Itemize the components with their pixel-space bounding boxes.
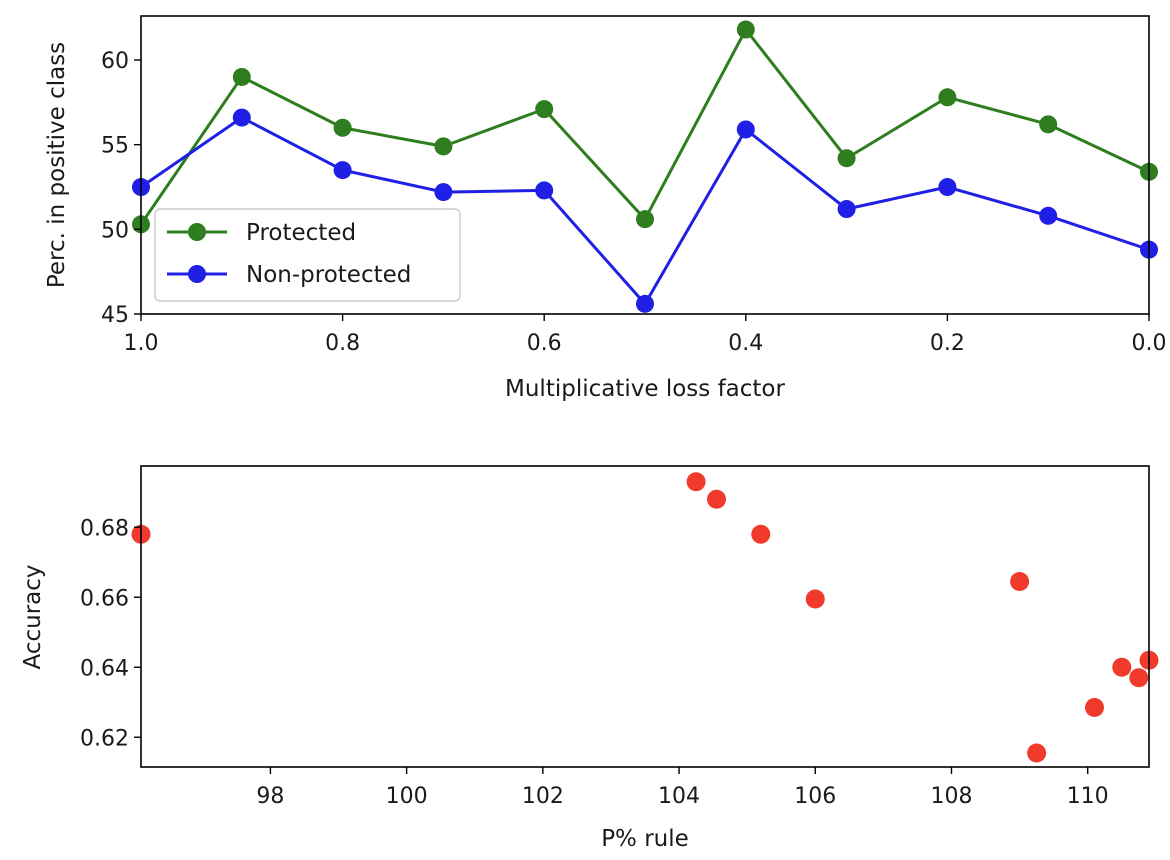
scatter-chart-y-tick-label: 0.68 — [80, 516, 129, 541]
legend-label-non-protected: Non-protected — [246, 262, 411, 288]
line-chart-y-tick-label: 60 — [101, 49, 129, 74]
scatter-point — [707, 489, 727, 509]
point-protected — [736, 20, 755, 39]
line-chart-y-tick-label: 45 — [101, 303, 129, 328]
point-protected — [837, 149, 856, 168]
point-non-protected — [232, 108, 251, 127]
line-chart-x-tick-label: 0.2 — [930, 331, 965, 356]
line-chart-marks — [132, 20, 1158, 313]
scatter-chart-ylabel: Accuracy — [20, 564, 46, 669]
scatter-point — [805, 589, 825, 609]
line-chart-x-tick-label: 0.8 — [325, 331, 360, 356]
scatter-chart-y-tick-label: 0.62 — [80, 726, 129, 751]
point-protected — [636, 210, 654, 229]
scatter-point — [1129, 668, 1149, 688]
point-protected — [938, 88, 957, 107]
scatter-chart-frame — [140, 465, 1150, 768]
point-non-protected — [837, 200, 856, 219]
point-non-protected — [434, 183, 453, 202]
line-chart-y-tick-label: 55 — [101, 134, 129, 159]
line-chart-ticks: 1.0 0.8 0.6 0.4 0.2 0.0 45 50 55 60 — [101, 49, 1167, 356]
point-protected — [535, 100, 554, 119]
point-non-protected — [636, 294, 654, 313]
line-chart-x-tick-label: 1.0 — [124, 331, 159, 356]
scatter-chart-y-tick-label: 0.64 — [80, 656, 129, 681]
scatter-point — [1010, 572, 1030, 591]
scatter-chart-x-tick-label: 100 — [386, 784, 428, 809]
scatter-chart-x-tick-label: 98 — [256, 784, 284, 809]
point-non-protected — [1039, 206, 1058, 225]
scatter-point — [686, 472, 706, 492]
point-non-protected — [333, 161, 352, 180]
scatter-chart-x-tick-label: 104 — [658, 784, 700, 809]
scatter-point — [1085, 698, 1105, 717]
line-chart-x-tick-label: 0.0 — [1132, 331, 1167, 356]
scatter-chart-panel: 98 100 102 104 106 108 110 0.62 0.64 0.66 0.68 P% … — [20, 465, 1159, 852]
point-protected — [232, 67, 251, 86]
scatter-chart-y-tick-label: 0.66 — [80, 586, 129, 611]
line-chart-xlabel: Multiplicative loss factor — [505, 376, 785, 402]
series-line-protected — [139, 28, 1150, 226]
point-protected — [333, 118, 352, 137]
scatter-chart-ticks: 98 100 102 104 106 108 110 0.62 0.64 0.66 0.68 — [80, 516, 1109, 809]
legend-label-protected: Protected — [246, 220, 356, 246]
point-non-protected — [535, 181, 554, 200]
line-chart-frame — [140, 15, 1150, 315]
scatter-chart-marks — [131, 472, 1159, 763]
legend-box — [154, 208, 461, 302]
scatter-chart-x-tick-label: 102 — [522, 784, 564, 809]
scatter-chart-xlabel: P% rule — [601, 826, 689, 852]
legend-marker-non-protected — [188, 265, 206, 283]
legend-marker-protected — [188, 223, 206, 241]
scatter-point — [1027, 743, 1047, 763]
scatter-point — [1112, 657, 1132, 677]
scatter-chart-x-tick-label: 110 — [1067, 784, 1109, 809]
scatter-chart-x-tick-label: 106 — [794, 784, 836, 809]
legend: Protected Non-protected — [154, 208, 461, 302]
line-chart-x-tick-label: 0.6 — [527, 331, 562, 356]
scatter-chart-x-tick-label: 108 — [930, 784, 972, 809]
line-chart-ylabel: Perc. in positive class — [44, 42, 70, 288]
line-chart-x-tick-label: 0.4 — [728, 331, 763, 356]
point-protected — [1039, 115, 1058, 134]
point-non-protected — [938, 178, 957, 197]
point-protected — [434, 137, 453, 156]
line-chart-y-tick-label: 50 — [101, 218, 129, 243]
line-chart-panel: 1.0 0.8 0.6 0.4 0.2 0.0 45 50 55 60 Multiplicativ… — [44, 15, 1167, 402]
scatter-point — [751, 524, 771, 544]
point-non-protected — [736, 120, 755, 139]
